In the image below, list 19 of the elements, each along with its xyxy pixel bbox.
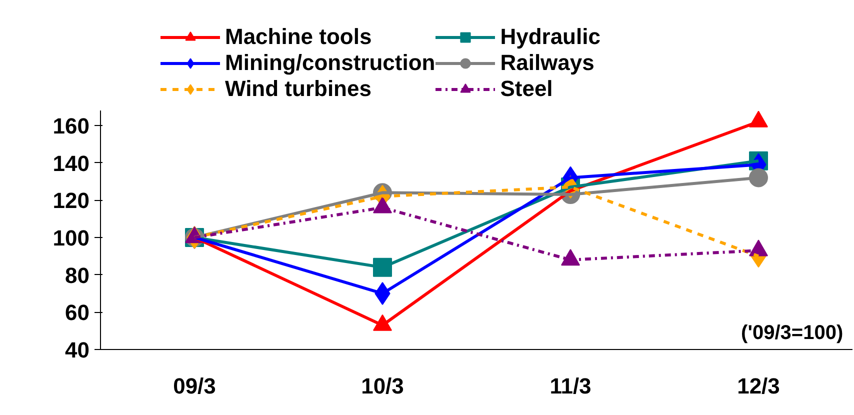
x-tick-label: 12/3 [737,374,780,398]
legend-label: Mining/construction [225,50,436,76]
legend-label: Steel [500,76,553,102]
y-tick-label: 80 [65,262,90,288]
y-tick-label: 160 [52,113,90,138]
y-tick-label: 60 [65,300,90,326]
y-tick-label: 140 [52,150,90,176]
legend-label: Wind turbines [225,76,372,102]
y-tick-label: 40 [65,338,90,362]
x-tick-label: 10/3 [361,374,404,398]
legend-label: Hydraulic [500,24,600,50]
annotation: ('09/3=100) [741,322,844,344]
legend-label: Railways [500,50,594,76]
point [749,168,768,188]
legend-label: Machine tools [225,24,372,50]
x-tick-label: 11/3 [550,374,592,398]
y-tick-label: 120 [52,188,90,214]
y-tick-label: 100 [52,225,90,250]
x-tick-label: 09/3 [173,374,216,398]
